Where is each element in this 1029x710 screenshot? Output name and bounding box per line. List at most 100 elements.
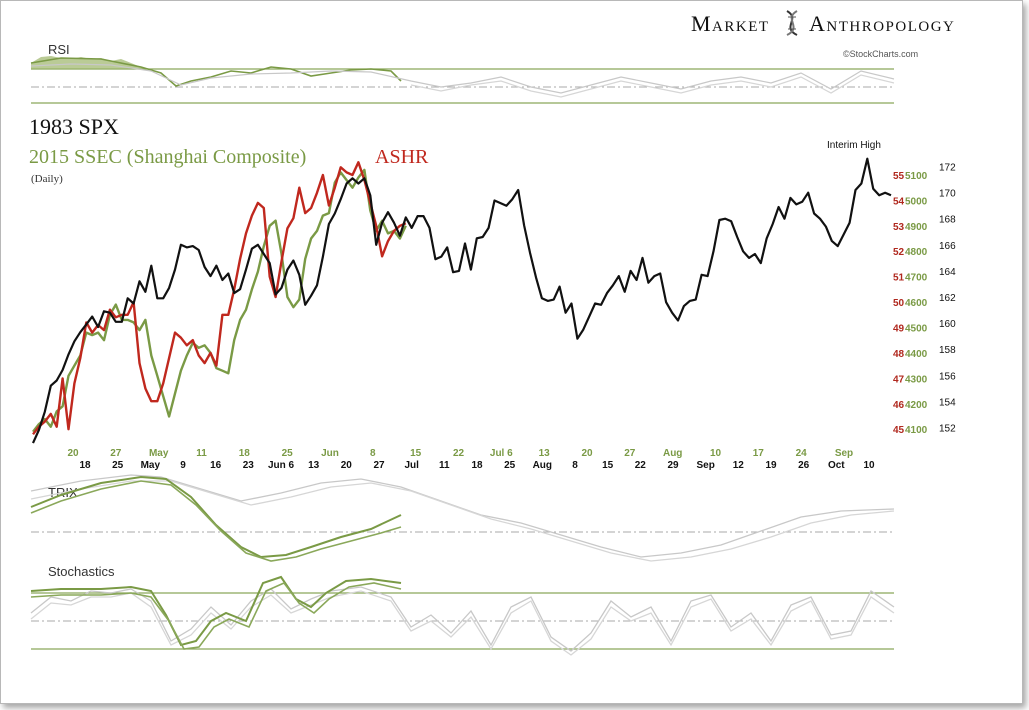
x-tick-bottom: 13 bbox=[308, 460, 320, 471]
x-tick-bottom: Oct bbox=[828, 460, 845, 471]
x-tick-bottom: Jun 6 bbox=[268, 460, 295, 471]
x-tick-top: Sep bbox=[835, 448, 853, 459]
title-ssec: 2015 SSEC (Shanghai Composite) bbox=[29, 146, 306, 168]
x-tick-bottom: 19 bbox=[765, 460, 777, 471]
trix-green-line-2 bbox=[30, 480, 402, 562]
x-tick-top: 18 bbox=[239, 448, 251, 459]
x-tick-top: 11 bbox=[196, 448, 207, 459]
trix-green-line-1 bbox=[30, 475, 402, 559]
y-tick-ashr: 53 bbox=[893, 222, 905, 233]
x-tick-bottom: 25 bbox=[112, 460, 124, 471]
x-tick-top: Jul 6 bbox=[490, 448, 513, 459]
y-tick-ashr: 47 bbox=[893, 374, 905, 385]
x-tick-top: 13 bbox=[539, 448, 551, 459]
y-tick-ssec: 5100 bbox=[905, 171, 928, 182]
x-tick-bottom: 25 bbox=[504, 460, 516, 471]
y-tick-spx: 170 bbox=[939, 189, 956, 200]
rsi-gray-line-1 bbox=[30, 63, 895, 94]
y-tick-spx: 164 bbox=[939, 267, 956, 278]
y-tick-ssec: 4200 bbox=[905, 400, 928, 411]
y-tick-ssec: 4700 bbox=[905, 273, 928, 284]
y-tick-spx: 158 bbox=[939, 345, 956, 356]
interim-high-annotation: Interim High bbox=[827, 140, 881, 151]
x-tick-top: 25 bbox=[282, 448, 294, 459]
y-tick-ssec: 4500 bbox=[905, 324, 928, 335]
y-tick-spx: 162 bbox=[939, 293, 956, 304]
trix-gray-line-1 bbox=[30, 474, 895, 558]
stochastics-green-line-2 bbox=[30, 582, 402, 650]
rsi-label: RSI bbox=[48, 42, 70, 57]
y-tick-ssec: 4400 bbox=[905, 349, 928, 360]
x-tick-bottom: Jul bbox=[404, 460, 419, 471]
x-tick-bottom: 9 bbox=[180, 460, 186, 471]
y-tick-ssec: 4300 bbox=[905, 374, 928, 385]
x-tick-bottom: 20 bbox=[341, 460, 353, 471]
title-spx: 1983 SPX bbox=[29, 114, 119, 139]
x-tick-top: 22 bbox=[453, 448, 465, 459]
y-tick-spx: 168 bbox=[939, 215, 956, 226]
x-tick-bottom: 16 bbox=[210, 460, 222, 471]
main-plot bbox=[31, 157, 892, 444]
x-axes: 20 27 May 11 18 25 Jun 8 15 22 Jul 6 13 20 27 Aug 10 17 2… bbox=[67, 448, 875, 471]
y-tick-ashr: 46 bbox=[893, 400, 905, 411]
spx-line bbox=[31, 157, 892, 444]
y-tick-ashr: 52 bbox=[893, 247, 905, 258]
x-tick-bottom: 11 bbox=[439, 460, 450, 471]
x-tick-bottom: 12 bbox=[733, 460, 745, 471]
source-credit: ©StockCharts.com bbox=[843, 49, 918, 59]
y-tick-spx: 156 bbox=[939, 371, 956, 382]
x-tick-bottom: May bbox=[141, 460, 161, 471]
x-tick-top: 24 bbox=[796, 448, 808, 459]
y-tick-ashr: 50 bbox=[893, 298, 905, 309]
y-tick-ssec: 5000 bbox=[905, 196, 928, 207]
x-tick-top: 15 bbox=[410, 448, 422, 459]
y-axes: 152 154 156 158 160 162 164 166 168 170 172 4100 420… bbox=[893, 163, 956, 437]
x-tick-top: 27 bbox=[624, 448, 636, 459]
x-tick-bottom: Sep bbox=[697, 460, 715, 471]
x-tick-top: May bbox=[149, 448, 169, 459]
brand-name-right: Anthropology bbox=[809, 11, 955, 36]
x-tick-bottom: 18 bbox=[79, 460, 91, 471]
x-tick-top: 10 bbox=[710, 448, 722, 459]
x-tick-bottom: 15 bbox=[602, 460, 614, 471]
brand-name-left: Market bbox=[691, 11, 770, 36]
stochastics-panel: Stochastics bbox=[30, 564, 895, 656]
y-tick-spx: 160 bbox=[939, 319, 956, 330]
x-tick-top: 8 bbox=[370, 448, 376, 459]
y-tick-spx: 154 bbox=[939, 397, 956, 408]
y-tick-ashr: 45 bbox=[893, 425, 905, 436]
x-tick-bottom: 22 bbox=[635, 460, 647, 471]
rsi-panel: RSI bbox=[30, 42, 895, 104]
y-tick-ssec: 4800 bbox=[905, 247, 928, 258]
y-tick-ssec: 4600 bbox=[905, 298, 928, 309]
trix-gray-line-2 bbox=[30, 480, 895, 562]
y-tick-ssec: 4900 bbox=[905, 222, 928, 233]
x-tick-bottom: 29 bbox=[667, 460, 679, 471]
stochastics-gray-line-2 bbox=[30, 590, 895, 656]
rsi-fill-area bbox=[31, 56, 151, 69]
y-tick-ashr: 51 bbox=[893, 273, 905, 284]
subtitle-daily: (Daily) bbox=[31, 173, 63, 185]
x-tick-top: 20 bbox=[581, 448, 593, 459]
x-tick-bottom: 8 bbox=[572, 460, 578, 471]
y-tick-spx: 152 bbox=[939, 423, 956, 434]
x-tick-bottom: 10 bbox=[863, 460, 875, 471]
x-tick-top: 27 bbox=[110, 448, 122, 459]
trix-panel: TRIX bbox=[30, 474, 895, 562]
ssec-line bbox=[32, 168, 407, 433]
x-tick-top: Jun bbox=[321, 448, 339, 459]
x-tick-top: Aug bbox=[663, 448, 682, 459]
stochastics-label: Stochastics bbox=[48, 564, 115, 579]
y-tick-ashr: 49 bbox=[893, 324, 905, 335]
y-tick-ssec: 4100 bbox=[905, 425, 928, 436]
stochastics-green-line-1 bbox=[30, 575, 402, 647]
stochastics-gray-line-1 bbox=[30, 586, 895, 652]
rsi-green-line bbox=[30, 57, 402, 87]
y-tick-spx: 166 bbox=[939, 241, 956, 252]
y-tick-ashr: 55 bbox=[893, 171, 905, 182]
x-tick-bottom: 18 bbox=[471, 460, 483, 471]
x-tick-top: 17 bbox=[753, 448, 765, 459]
y-tick-ashr: 48 bbox=[893, 349, 905, 360]
dna-icon bbox=[786, 10, 798, 36]
